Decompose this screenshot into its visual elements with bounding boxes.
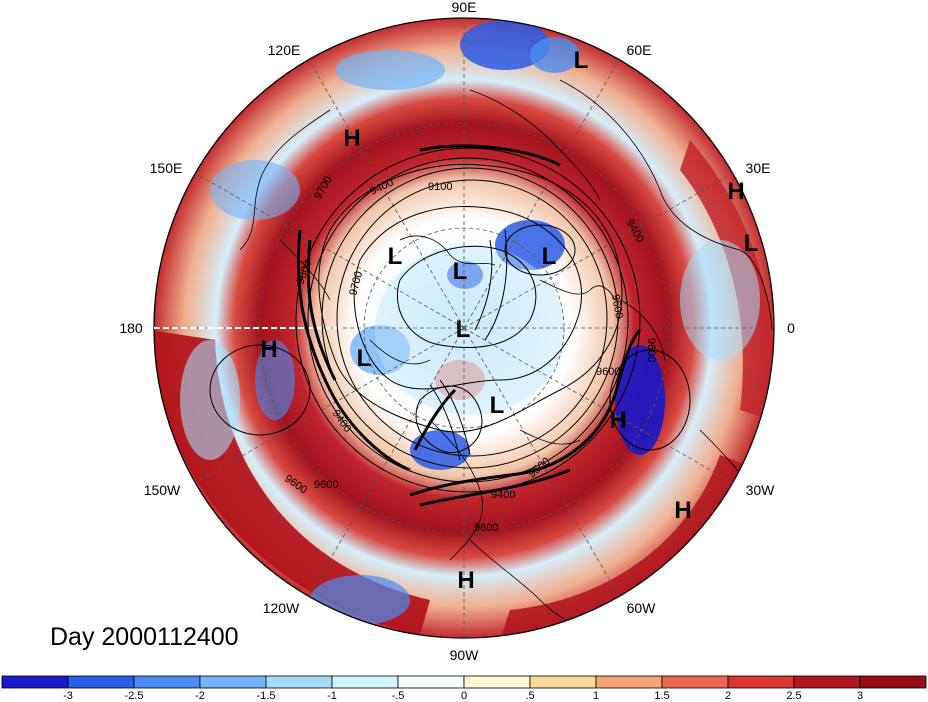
colorbar-swatch <box>727 675 795 689</box>
lon-label-90w: 90W <box>450 647 480 663</box>
pressure-system-label: L <box>456 316 471 343</box>
pressure-system-label: H <box>674 497 691 524</box>
field-shading <box>154 18 774 638</box>
colorbar-tick-label: -.5 <box>392 690 405 702</box>
colorbar-swatch <box>133 675 201 689</box>
lon-label-150w: 150W <box>144 482 181 498</box>
pressure-system-label: H <box>727 178 744 205</box>
colorbar-swatch <box>661 675 729 689</box>
colorbar: -3 -2.5 -2 -1.5 -1 -.5 0 .5 1 1.5 2 2.5 3 <box>1 675 927 702</box>
colorbar-swatch <box>331 675 399 689</box>
colorbar-tick-label: -2 <box>195 690 205 702</box>
pressure-system-label: L <box>453 258 468 285</box>
colorbar-swatch <box>463 675 531 689</box>
pressure-system-label: L <box>388 243 403 270</box>
pressure-system-label: L <box>574 47 589 74</box>
contour-label: 9600 <box>596 366 620 378</box>
colorbar-tick-label: -1.5 <box>257 690 276 702</box>
pressure-system-label: L <box>490 392 505 419</box>
lon-label-120w: 120W <box>263 600 300 616</box>
colorbar-tick-label: -1 <box>327 690 337 702</box>
lon-label-120e: 120E <box>268 42 301 58</box>
colorbar-swatch <box>397 675 465 689</box>
colorbar-tick-label: 0 <box>461 690 467 702</box>
colorbar-tick-label: 2 <box>725 690 731 702</box>
colorbar-swatch <box>1 675 69 689</box>
lon-label-30w: 30W <box>746 482 776 498</box>
colorbar-tick-label: -3 <box>63 690 73 702</box>
lon-label-0: 0 <box>787 320 795 336</box>
contour-label: 9600 <box>474 522 498 534</box>
lon-label-60w: 60W <box>627 600 657 616</box>
jet-contours <box>296 144 642 507</box>
contour-label: 9100 <box>428 181 452 193</box>
lon-label-90e: 90E <box>452 0 477 15</box>
pressure-system-label: L <box>357 345 372 372</box>
colorbar-swatch <box>595 675 663 689</box>
colorbar-tick-label: -2.5 <box>125 690 144 702</box>
date-label: Day 2000112400 <box>50 623 239 651</box>
lon-label-180: 180 <box>119 320 143 336</box>
contour-label: 9600 <box>609 293 625 319</box>
colorbar-swatch <box>529 675 597 689</box>
colorbar-swatch <box>67 675 135 689</box>
colorbar-swatch <box>793 675 861 689</box>
pressure-system-labels: L H H L L L L L H L L H H H <box>260 47 758 594</box>
colorbar-swatch <box>859 675 927 689</box>
pressure-system-label: L <box>744 230 759 257</box>
lon-label-150e: 150E <box>150 160 183 176</box>
pressure-system-label: L <box>542 243 557 270</box>
pressure-system-label: H <box>260 336 277 363</box>
pressure-system-label: H <box>343 125 360 152</box>
colorbar-tick-label: 1.5 <box>654 690 669 702</box>
colorbar-tick-label: 1 <box>593 690 599 702</box>
pressure-system-label: H <box>609 407 626 434</box>
longitude-labels: 90E 120E 60E 150E 30E 180 0 150W 30W 120… <box>119 0 795 663</box>
pressure-system-label: H <box>457 567 474 594</box>
colorbar-tick-label: .5 <box>525 690 534 702</box>
contour-label: 9400 <box>491 489 515 501</box>
contour-label: 9600 <box>314 479 338 491</box>
colorbar-swatch <box>199 675 267 689</box>
height-contours <box>209 147 691 493</box>
contour-label: 9600 <box>645 338 657 362</box>
colorbar-tick-label: 2.5 <box>786 690 801 702</box>
lon-label-30e: 30E <box>746 160 771 176</box>
colorbar-swatch <box>265 675 333 689</box>
colorbar-tick-label: 3 <box>857 690 863 702</box>
lon-label-60e: 60E <box>627 42 652 58</box>
